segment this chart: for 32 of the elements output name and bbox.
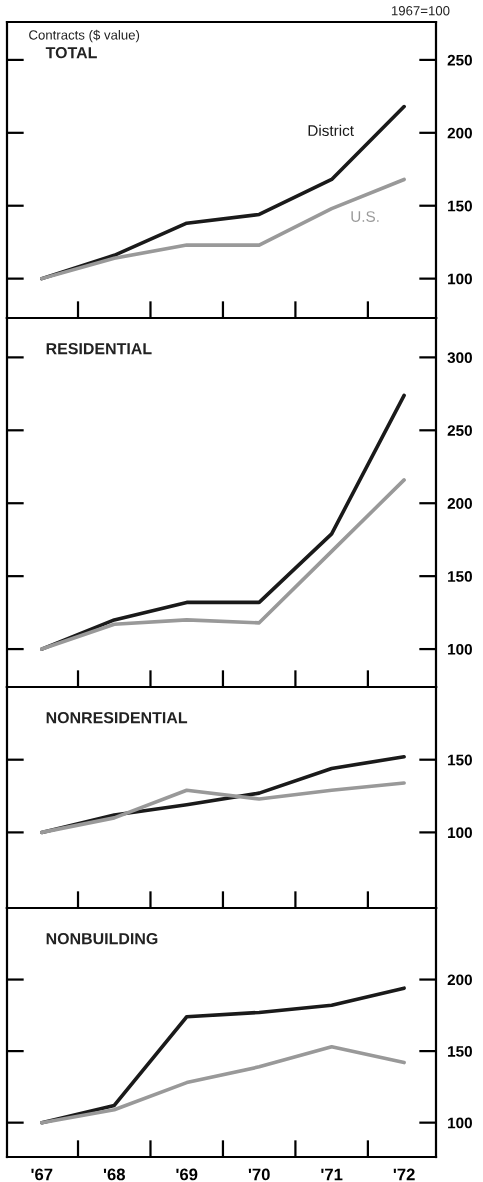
text: NONBUILDING	[46, 932, 158, 945]
y-tick-label: 250	[447, 425, 472, 436]
text: TOTAL	[45, 46, 97, 59]
line-series	[39, 177, 406, 281]
y-tick-label: 200	[447, 127, 472, 139]
x-tick-label: '69	[176, 1168, 198, 1181]
x-tick-label: '72	[393, 1168, 415, 1181]
x-tick-label: '68	[103, 1168, 125, 1181]
text: NONRESIDENTIAL	[46, 711, 188, 724]
y-tick-label: 200	[447, 974, 472, 986]
y-tick-label: 150	[448, 1045, 472, 1057]
x-tick-label: '71	[321, 1168, 343, 1181]
y-tick-label: 150	[448, 754, 472, 766]
x-tick-label: '67	[31, 1168, 53, 1181]
text: 1967=100	[391, 6, 450, 16]
series-label: District	[308, 124, 354, 137]
y-tick-label: 150	[448, 571, 472, 582]
y-tick-label: 300	[447, 352, 472, 364]
x-tick-label: '70	[248, 1168, 270, 1181]
y-tick-label: 250	[447, 54, 472, 66]
y-tick-label: 100	[448, 643, 472, 655]
text: RESIDENTIAL	[46, 342, 152, 355]
y-tick-label: 100	[448, 1117, 472, 1129]
line-series	[39, 478, 406, 651]
series-label: U.S.	[351, 211, 379, 222]
y-tick-label: 200	[447, 498, 472, 509]
line-series	[39, 781, 406, 835]
y-tick-label: 100	[448, 273, 472, 285]
y-tick-label: 150	[448, 200, 472, 212]
line-series	[39, 1045, 406, 1125]
annotation: Contracts ($ value)	[29, 29, 140, 43]
y-tick-label: 100	[448, 827, 472, 839]
